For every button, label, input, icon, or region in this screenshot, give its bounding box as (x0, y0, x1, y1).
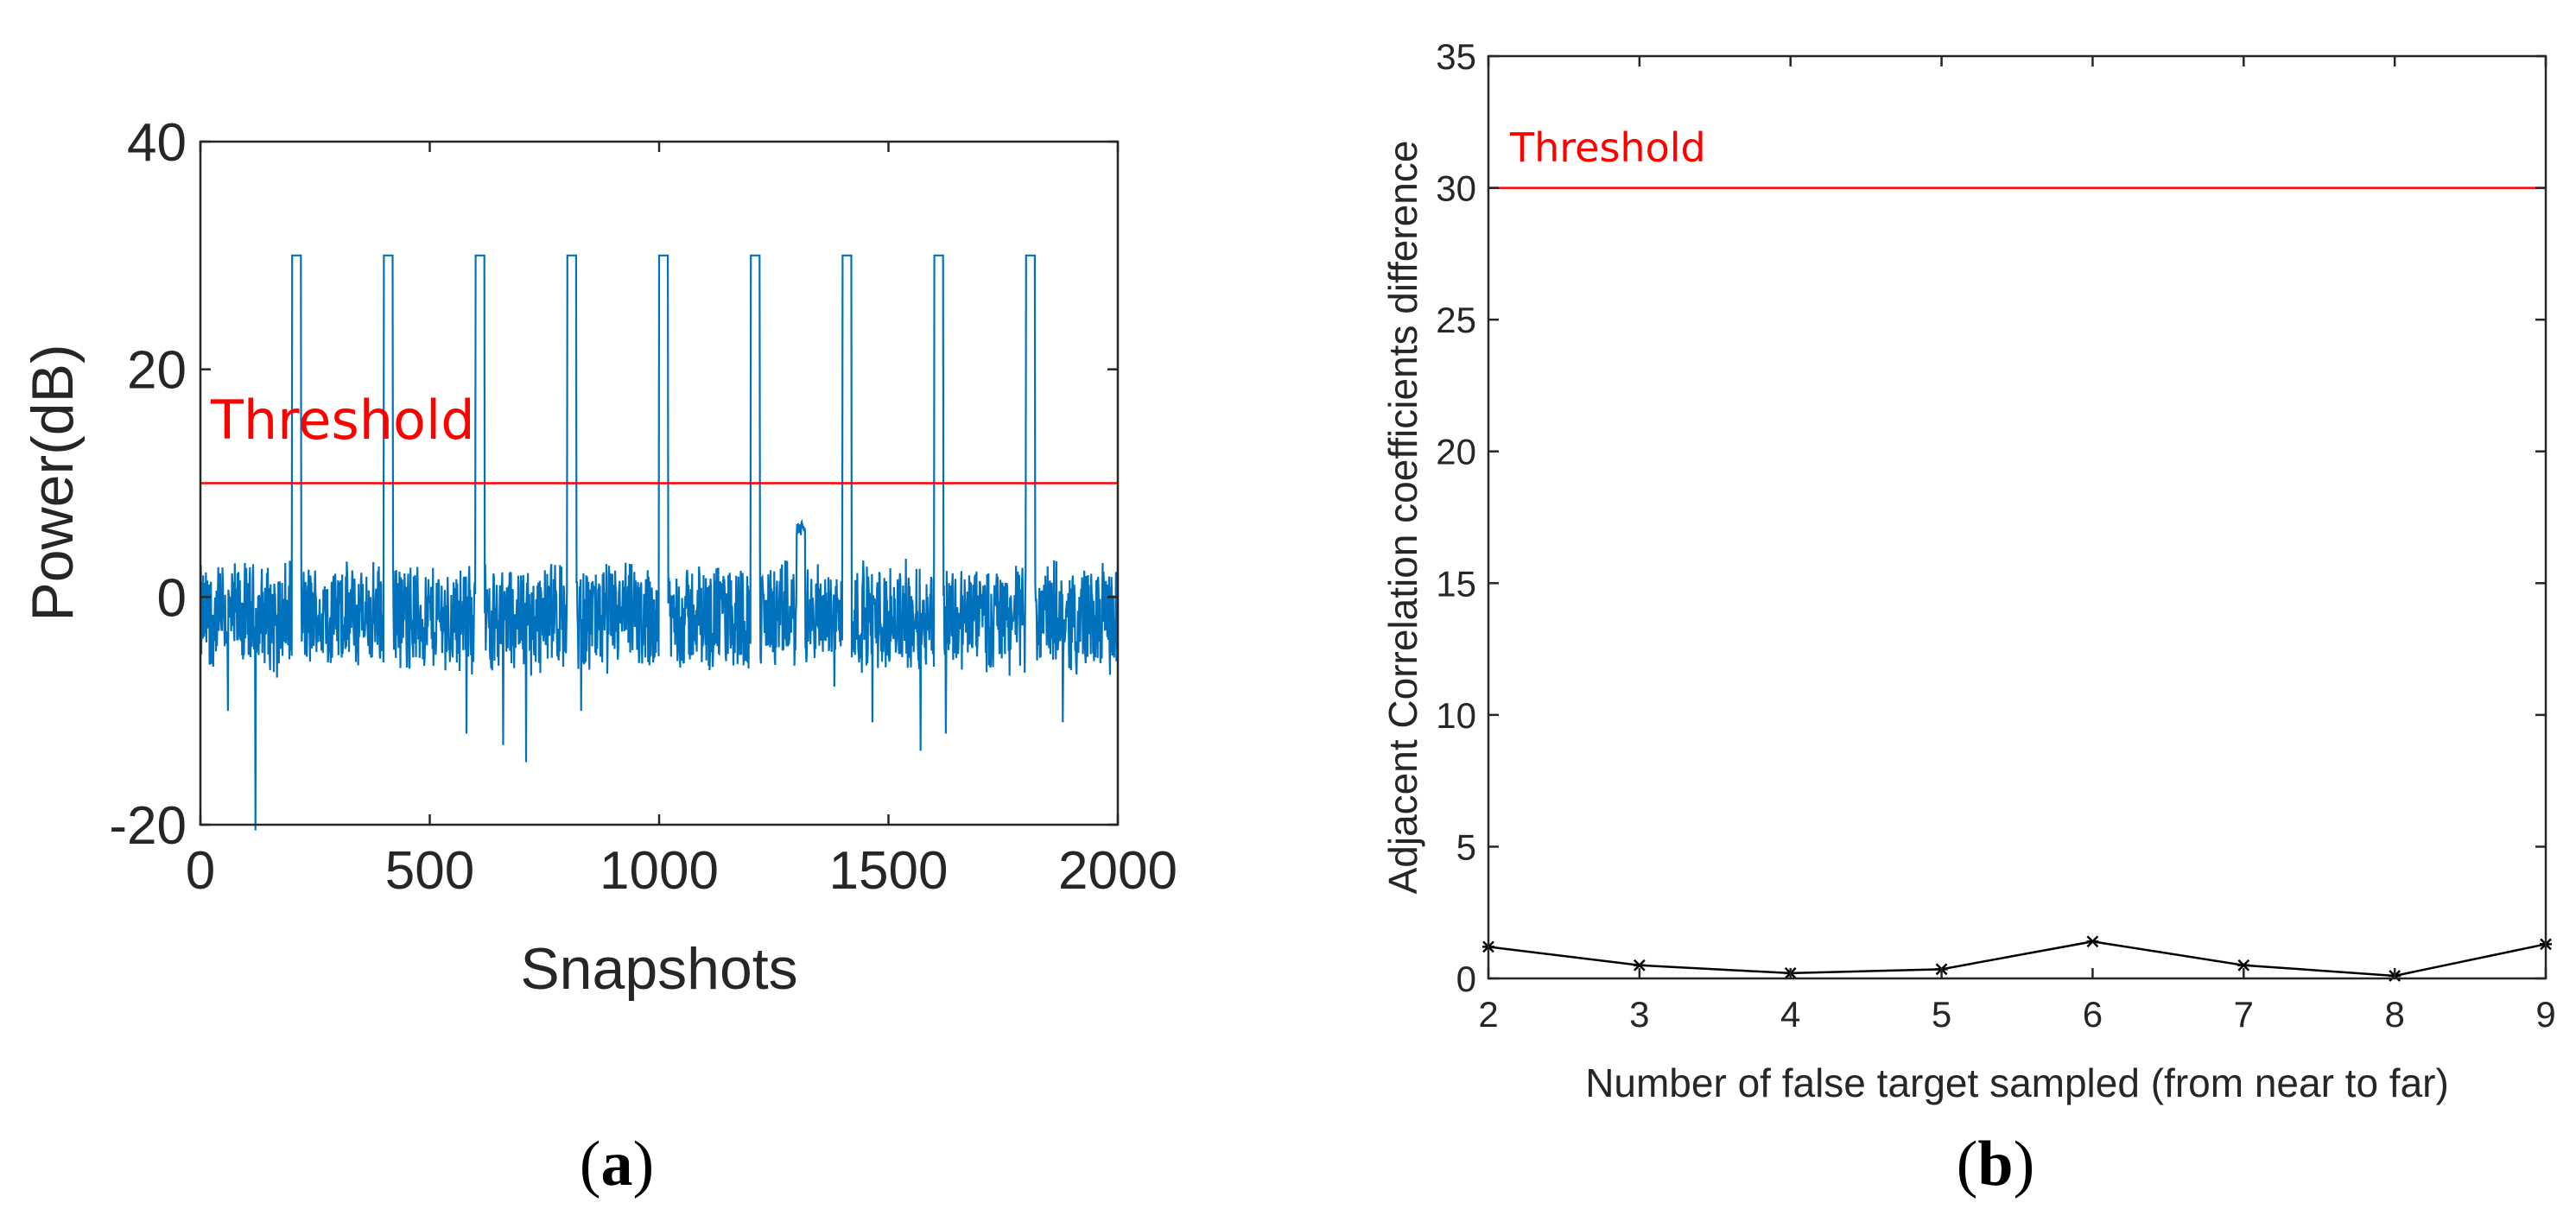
x-tick-label-a: 1000 (600, 841, 719, 901)
y-axis-label-b: Adjacent Correlation coefficients differ… (1380, 141, 1425, 895)
y-tick-label-a: -20 (109, 796, 187, 856)
plot-area-b (1488, 56, 2546, 978)
panel-caption-b: (b) (1957, 1129, 2034, 1200)
x-axis-label-a: Snapshots (520, 936, 797, 1002)
x-tick-label-b: 9 (2535, 994, 2555, 1035)
threshold-label-b: Threshold (1509, 124, 1706, 171)
figure: Threshold 0 500 1000 1500 2000 -2002040 Snap… (0, 0, 2576, 1228)
y-tick-labels-b: 0 5 10 15 20 25 30 35 (1436, 36, 1476, 999)
x-tick-label-b: 4 (1780, 994, 1800, 1035)
x-tick-label-b: 5 (1932, 994, 1951, 1035)
y-tick-label-b: 15 (1436, 563, 1476, 604)
y-tick-label-b: 35 (1436, 36, 1476, 77)
x-tick-label-b: 6 (2083, 994, 2103, 1035)
threshold-label-a: Threshold (210, 389, 475, 452)
y-tick-label-a: 40 (127, 113, 187, 173)
y-axis-label-a: Power(dB) (20, 344, 86, 621)
x-tick-label-b: 2 (1478, 994, 1498, 1035)
y-tick-label-b: 10 (1436, 695, 1476, 736)
x-tick-label-b: 3 (1629, 994, 1649, 1035)
x-tick-label-a: 500 (385, 841, 474, 901)
panel-caption-a: (a) (580, 1129, 654, 1200)
y-tick-label-b: 25 (1436, 300, 1476, 340)
x-tick-label-a: 2000 (1058, 841, 1177, 901)
x-tick-labels-a: 0 500 1000 1500 2000 (186, 841, 1177, 901)
y-tick-labels-a: -20 0 20 40 (109, 113, 187, 856)
x-tick-label-b: 7 (2234, 994, 2254, 1035)
y-tick-label-b: 30 (1436, 168, 1476, 209)
x-tick-labels-b: 2 3 4 5 6 7 8 9 (1478, 994, 2555, 1035)
panel-b: Threshold 2 3 4 5 6 7 8 9 0 5 10 15 20 25 30 35 Number… (1380, 36, 2556, 1200)
x-tick-label-a: 1500 (829, 841, 949, 901)
x-tick-label-b: 8 (2384, 994, 2404, 1035)
y-tick-label-b: 0 (1456, 959, 1476, 999)
x-tick-label-a: 0 (186, 841, 215, 901)
y-tick-label-a: 0 (157, 568, 187, 628)
y-tick-label-b: 5 (1456, 826, 1476, 867)
y-tick-label-b: 20 (1436, 432, 1476, 472)
x-axis-label-b: Number of false target sampled (from nea… (1585, 1060, 2449, 1105)
y-tick-label-a: 20 (127, 341, 187, 401)
